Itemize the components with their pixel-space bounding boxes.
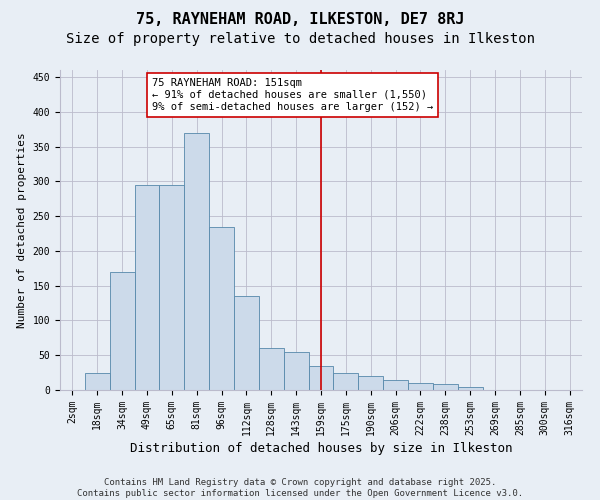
Bar — [334, 372, 358, 390]
Bar — [358, 376, 383, 390]
Text: Contains HM Land Registry data © Crown copyright and database right 2025.
Contai: Contains HM Land Registry data © Crown c… — [77, 478, 523, 498]
Bar — [160, 185, 184, 390]
Bar — [85, 372, 110, 390]
Bar — [383, 380, 408, 390]
Bar — [408, 383, 433, 390]
Y-axis label: Number of detached properties: Number of detached properties — [17, 132, 27, 328]
Bar — [134, 185, 160, 390]
Bar — [259, 348, 284, 390]
Bar — [234, 296, 259, 390]
X-axis label: Distribution of detached houses by size in Ilkeston: Distribution of detached houses by size … — [130, 442, 512, 455]
Bar — [458, 386, 482, 390]
Bar — [433, 384, 458, 390]
Bar — [184, 132, 209, 390]
Bar — [284, 352, 308, 390]
Text: Size of property relative to detached houses in Ilkeston: Size of property relative to detached ho… — [65, 32, 535, 46]
Bar — [209, 226, 234, 390]
Text: 75 RAYNEHAM ROAD: 151sqm
← 91% of detached houses are smaller (1,550)
9% of semi: 75 RAYNEHAM ROAD: 151sqm ← 91% of detach… — [152, 78, 433, 112]
Text: 75, RAYNEHAM ROAD, ILKESTON, DE7 8RJ: 75, RAYNEHAM ROAD, ILKESTON, DE7 8RJ — [136, 12, 464, 28]
Bar — [110, 272, 134, 390]
Bar — [308, 366, 334, 390]
